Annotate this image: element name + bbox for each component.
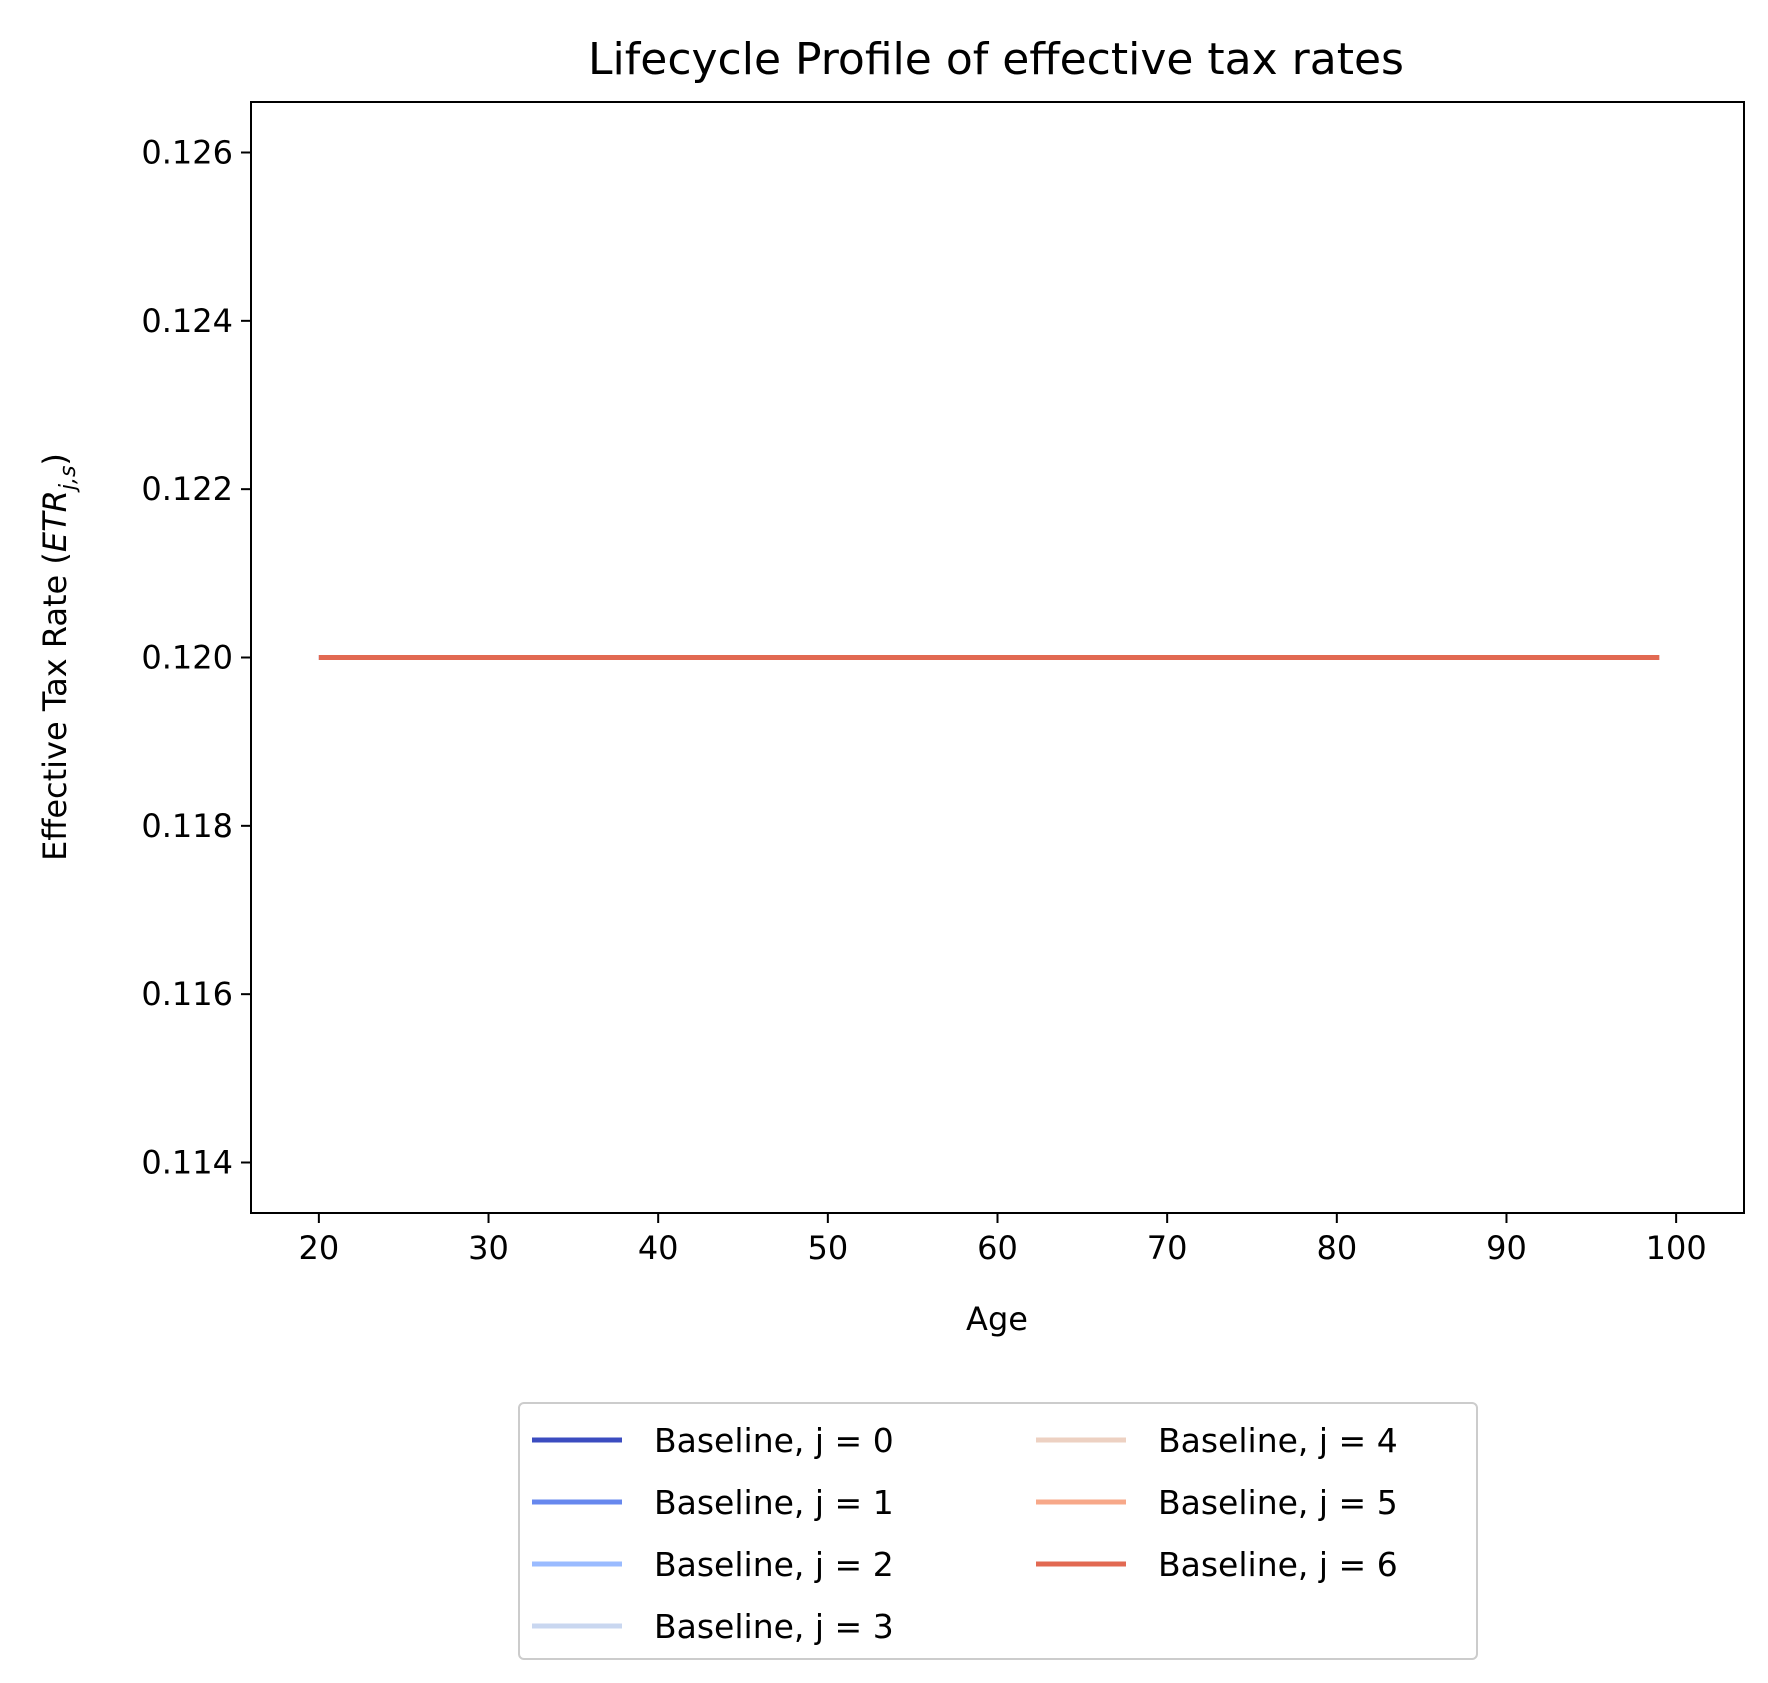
x-tick-label: 20 xyxy=(299,1229,340,1267)
x-tick-label: 30 xyxy=(468,1229,509,1267)
legend-box xyxy=(518,1402,1478,1660)
y-tick-label: 0.124 xyxy=(141,302,233,340)
y-axis-label-prefix: Effective Tax Rate ( xyxy=(36,552,74,861)
x-tick-label: 70 xyxy=(1147,1229,1188,1267)
y-tick-label: 0.116 xyxy=(141,975,233,1013)
legend-label-4: Baseline, j = 4 xyxy=(1158,1421,1398,1460)
y-tick-label: 0.118 xyxy=(141,807,233,845)
y-tick-label: 0.122 xyxy=(141,470,233,508)
y-axis-label: Effective Tax Rate (ETRj,s) xyxy=(36,453,81,861)
legend-label-0: Baseline, j = 0 xyxy=(654,1421,894,1460)
y-tick-label: 0.120 xyxy=(141,639,233,677)
y-axis-label-suffix: ) xyxy=(36,453,74,465)
legend: Baseline, j = 0 Baseline, j = 1 Baseline, … xyxy=(518,1402,1478,1660)
x-tick-label: 80 xyxy=(1316,1229,1357,1267)
legend-label-2: Baseline, j = 2 xyxy=(654,1545,894,1584)
y-tick-label: 0.126 xyxy=(141,134,233,172)
legend-label-3: Baseline, j = 3 xyxy=(654,1607,894,1646)
x-axis: 20 30 40 50 60 70 80 90 100 xyxy=(299,1213,1707,1267)
y-axis-label-subscript: j,s xyxy=(56,466,81,494)
x-tick-label: 60 xyxy=(977,1229,1018,1267)
x-tick-label: 40 xyxy=(638,1229,679,1267)
plot-area xyxy=(250,101,1745,1214)
legend-label-6: Baseline, j = 6 xyxy=(1158,1545,1398,1584)
legend-label-5: Baseline, j = 5 xyxy=(1158,1483,1398,1522)
x-tick-label: 90 xyxy=(1486,1229,1527,1267)
chart-title: Lifecycle Profile of effective tax rates xyxy=(588,34,1404,85)
x-tick-label: 100 xyxy=(1646,1229,1707,1267)
x-tick-label: 50 xyxy=(807,1229,848,1267)
y-tick-label: 0.114 xyxy=(141,1144,233,1182)
legend-items: Baseline, j = 0 Baseline, j = 1 Baseline, … xyxy=(532,1421,1398,1646)
x-axis-label: Age xyxy=(966,1300,1028,1338)
legend-label-1: Baseline, j = 1 xyxy=(654,1483,894,1522)
y-axis-label-symbol: ETR xyxy=(36,490,74,552)
y-axis: 0.114 0.116 0.118 0.120 0.122 0.124 0.126 xyxy=(141,134,251,1182)
